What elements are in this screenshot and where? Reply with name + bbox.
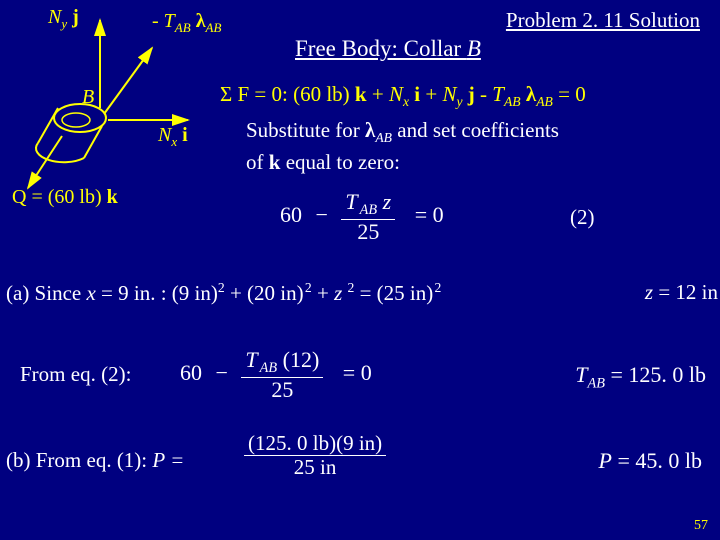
Ny-label: Ny j — [48, 6, 79, 32]
B-label: B — [82, 86, 94, 109]
sub-line2: of k equal to zero: — [246, 148, 559, 176]
Tab-label: - TAB λAB — [152, 10, 221, 36]
part-a-answer: z = 12 in — [645, 280, 718, 305]
Q-label: Q = (60 lb) k — [12, 186, 118, 209]
sum-forces-eq: Σ F = 0: (60 lb) k + Nx i + Ny j - TAB λ… — [220, 82, 586, 110]
page-number: 57 — [694, 518, 708, 534]
part-b-frac: (125. 0 lb)(9 in) 25 in — [244, 432, 386, 479]
Tab-answer: TAB = 125. 0 lb — [575, 362, 706, 392]
from-eq2-expr: 60 − TAB (12) 25 = 0 — [180, 348, 372, 402]
Nx-label: Nx i — [158, 124, 188, 150]
part-b-label: (b) From eq. (1): P = — [6, 448, 184, 473]
from-eq2-label: From eq. (2): — [20, 362, 131, 387]
free-body-label: Free Body: Collar B — [295, 36, 481, 62]
P-answer: P = 45. 0 lb — [599, 448, 702, 474]
equation-2: 60 − TAB z 25 = 0 — [280, 190, 444, 244]
problem-title: Problem 2. 11 Solution — [506, 8, 700, 33]
collar-b: B — [467, 36, 481, 61]
eq2-tag: (2) — [570, 205, 595, 230]
part-a: (a) Since x = 9 in. : (9 in)2 + (20 in) … — [6, 280, 441, 306]
free-body-text: Free Body: Collar — [295, 36, 467, 61]
sub-line1: Substitute for λAB and set coefficients — [246, 116, 559, 148]
substitute-text: Substitute for λAB and set coefficients … — [246, 116, 559, 176]
free-body-diagram: Ny j - TAB λAB B Nx i Q = (60 lb) k — [20, 8, 220, 218]
